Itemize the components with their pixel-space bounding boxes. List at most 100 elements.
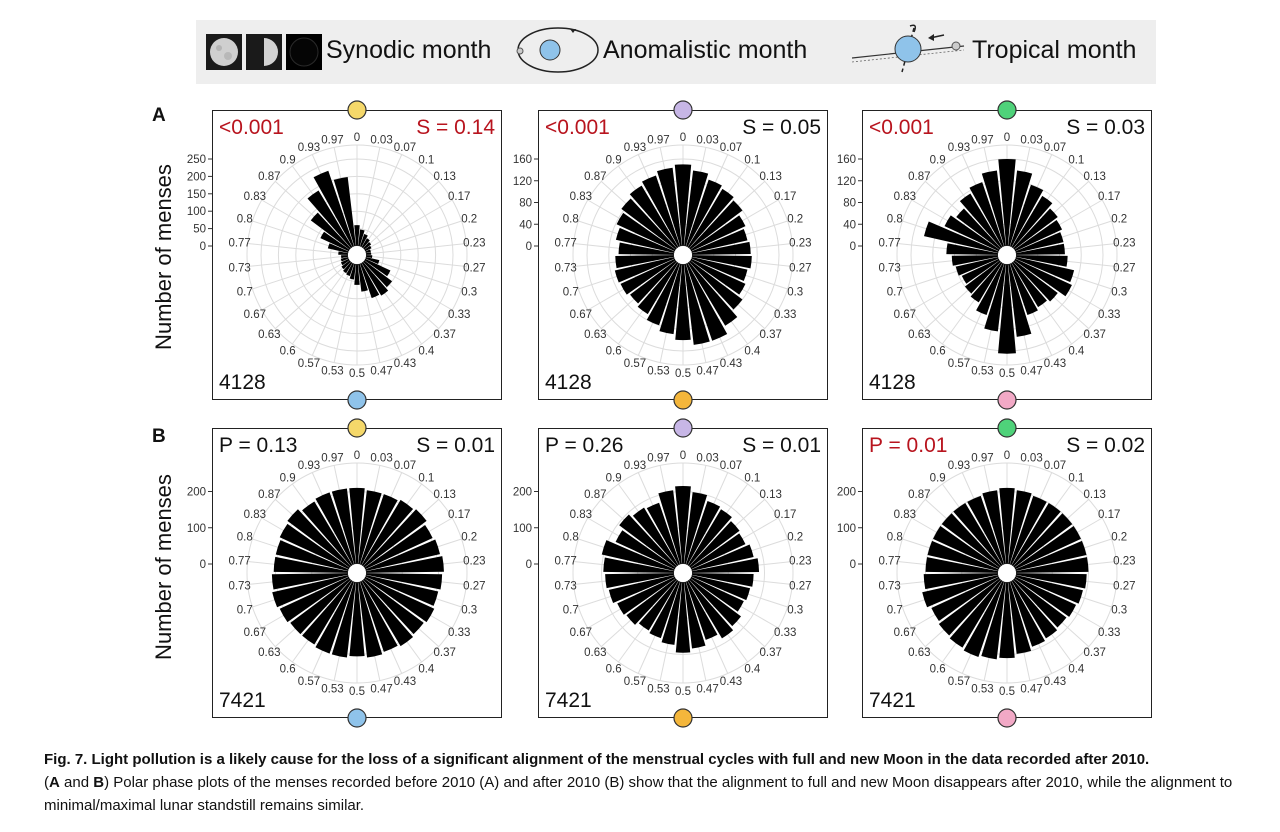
polar-bar — [691, 241, 751, 255]
polar-bar — [629, 259, 677, 303]
polar-bar — [690, 256, 747, 281]
polar-bar — [618, 241, 674, 255]
phase-label: 0.53 — [321, 683, 343, 695]
bottom-marker — [996, 389, 1017, 410]
polar-bar — [602, 557, 674, 573]
polar-bar — [981, 169, 1006, 246]
polar-bar — [1015, 556, 1088, 573]
polar-bar — [1009, 184, 1043, 247]
polar-bar — [1007, 489, 1032, 564]
radial-tick-label: 200 — [186, 486, 205, 498]
polar-bar — [340, 254, 348, 258]
phase-label: 0.4 — [1068, 345, 1085, 357]
polar-bar — [927, 540, 999, 571]
phase-label: 0.5 — [675, 686, 691, 698]
orbit-icon — [516, 27, 599, 73]
polar-bar — [938, 577, 1001, 635]
phase-label: 0.3 — [461, 286, 477, 298]
left-stat: P = 0.26 — [545, 434, 624, 457]
radial-tick-label: 150 — [186, 188, 205, 200]
phase-label: 0.4 — [744, 345, 761, 357]
polar-bar — [688, 520, 740, 568]
phase-label: 0.17 — [773, 191, 795, 203]
polar-bar — [365, 251, 371, 255]
phase-label: 0.67 — [243, 627, 265, 639]
phase-label: 0.2 — [1111, 531, 1127, 543]
polar-bar — [363, 576, 434, 622]
phase-label: 0.33 — [773, 309, 795, 321]
phase-label: 0.23 — [789, 237, 811, 249]
radial-tick-label: 40 — [843, 219, 856, 231]
phase-label: 0.7 — [562, 286, 578, 298]
right-stat: S = 0.01 — [742, 434, 821, 457]
phase-label: 0.13 — [759, 171, 781, 183]
radial-tick-label: 100 — [186, 522, 205, 534]
polar-bar — [620, 198, 677, 250]
radial-tick-label: 200 — [836, 486, 855, 498]
phase-label: 0.6 — [929, 345, 945, 357]
polar-bar — [952, 502, 1002, 566]
phase-label: 0.37 — [1083, 646, 1105, 658]
phase-label: 0.87 — [908, 171, 930, 183]
polar-bar — [340, 258, 350, 265]
radial-tick-label: 50 — [193, 223, 206, 235]
polar-bar — [975, 262, 1004, 315]
polar-bar — [331, 581, 356, 658]
polar-bar — [945, 242, 998, 255]
phase-label: 0.33 — [447, 309, 469, 321]
polar-bar — [615, 529, 676, 569]
panel-label-b: B — [152, 426, 166, 447]
polar-bar — [357, 228, 365, 246]
sample-size: 7421 — [869, 689, 916, 712]
polar-bar — [685, 262, 727, 341]
polar-bar — [340, 259, 351, 269]
phase-label: 0.17 — [773, 509, 795, 521]
polar-panel-b-anomalistic: 0 0.03 0.07 0.1 0.13 0.17 0.2 0.23 0.27 0.3 0.33 0.… — [512, 417, 828, 728]
polar-bar — [1012, 207, 1058, 250]
moon-phase-icons — [206, 34, 322, 70]
polar-bar — [353, 263, 360, 285]
polar-bar — [620, 258, 676, 295]
polar-bar — [688, 577, 741, 626]
radial-tick-label: 160 — [512, 154, 531, 166]
polar-bar — [1014, 540, 1086, 571]
phase-label: 0.63 — [258, 328, 280, 340]
radial-tick-label: 120 — [836, 175, 855, 187]
polar-bar — [310, 212, 351, 250]
top-marker — [996, 99, 1017, 120]
polar-bar — [313, 170, 354, 247]
phase-label: 0.83 — [243, 191, 265, 203]
phase-label: 0.03 — [1020, 452, 1042, 464]
polar-bar — [944, 214, 1000, 251]
phase-label: 0.5 — [999, 368, 1015, 380]
polar-bar — [345, 262, 354, 276]
left-stat: <0.001 — [869, 116, 934, 139]
polar-bar — [359, 580, 398, 652]
phase-label: 0.27 — [463, 262, 485, 274]
left-stat: P = 0.01 — [869, 434, 948, 457]
phase-label: 0.3 — [787, 604, 803, 616]
radial-tick-label: 0 — [849, 241, 855, 253]
polar-bar — [357, 263, 368, 292]
polar-bar — [273, 556, 348, 573]
phase-label: 0.1 — [744, 472, 760, 484]
phase-label: 0.73 — [878, 262, 900, 274]
top-marker — [672, 99, 693, 120]
polar-bar — [364, 574, 438, 606]
polar-bar — [1009, 262, 1038, 315]
phase-label: 0.93 — [297, 142, 319, 154]
polar-bar — [685, 500, 720, 565]
phase-label: 0.77 — [228, 555, 250, 567]
polar-bar — [687, 508, 732, 566]
phase-label: 0.23 — [1113, 555, 1135, 567]
polar-bar — [361, 237, 370, 248]
polar-bar — [271, 574, 349, 607]
radial-tick-label: 200 — [512, 486, 531, 498]
phase-label: 0.53 — [647, 683, 669, 695]
polar-bar — [921, 574, 999, 607]
phase-label: 0.27 — [463, 580, 485, 592]
phase-label: 0.73 — [228, 262, 250, 274]
phase-label: 0.57 — [623, 357, 645, 369]
phase-label: 0.2 — [787, 213, 803, 225]
polar-panel-a-anomalistic: 0 0.03 0.07 0.1 0.13 0.17 0.2 0.23 0.27 0.3 0.33 0.… — [512, 99, 828, 410]
